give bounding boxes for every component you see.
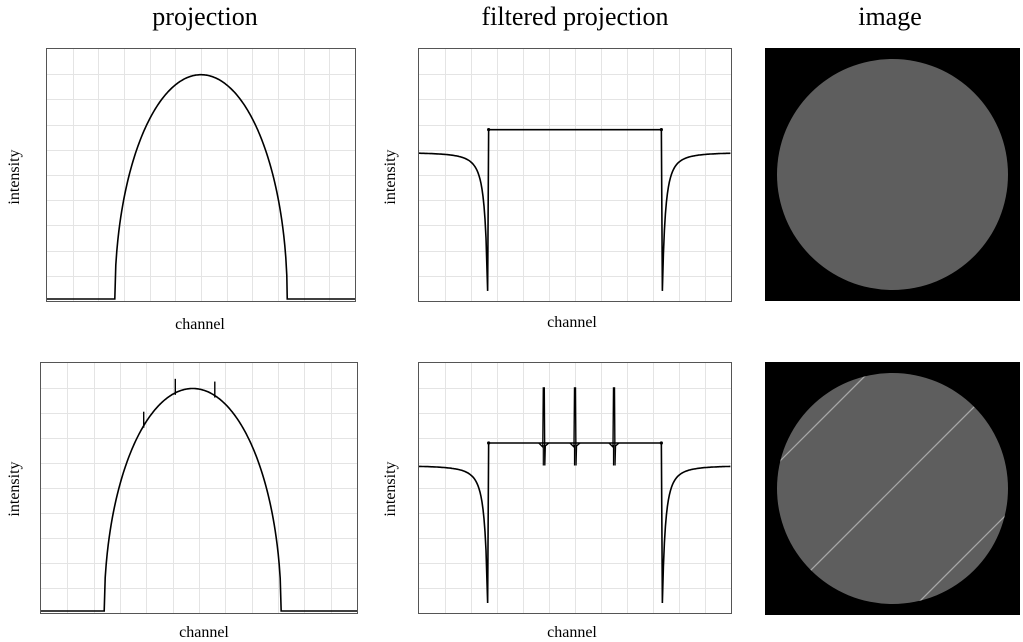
streak-artifact-1: [777, 373, 1008, 604]
disk-image-2: [777, 373, 1008, 604]
disk: [777, 59, 1008, 290]
reconstructed-image-1: [765, 48, 1020, 301]
y-label-projection-1: intensity: [6, 149, 23, 205]
title-image: image: [858, 2, 922, 31]
filtered-plot-2: [418, 362, 732, 614]
y-label-filtered-2: intensity: [382, 461, 399, 517]
x-label-filtered-2: channel: [547, 624, 597, 641]
projection-plot-2: [40, 362, 358, 614]
x-label-filtered-1: channel: [547, 314, 597, 331]
title-filtered-projection: filtered projection: [481, 2, 669, 31]
projection-line: [41, 387, 357, 612]
y-label-filtered-1: intensity: [382, 149, 399, 205]
projection-curve-2: [41, 363, 357, 613]
x-label-projection-1: channel: [175, 316, 225, 333]
title-projection: projection: [152, 2, 258, 31]
streak-artifact-3: [777, 373, 1008, 604]
filtered-curve-2: [419, 363, 731, 613]
projection-line: [47, 73, 355, 300]
projection-plot-1: [46, 48, 356, 302]
filtered-plot-1: [418, 48, 732, 302]
filtered-line: [419, 442, 731, 604]
disk-image-1: [777, 59, 1008, 290]
filtered-line: [419, 128, 731, 291]
streak-artifact-2: [777, 373, 1008, 604]
y-label-projection-2: intensity: [6, 461, 23, 517]
reconstructed-image-2: [765, 362, 1020, 615]
x-label-projection-2: channel: [179, 624, 229, 641]
projection-curve-1: [47, 49, 355, 301]
filtered-curve-1: [419, 49, 731, 301]
